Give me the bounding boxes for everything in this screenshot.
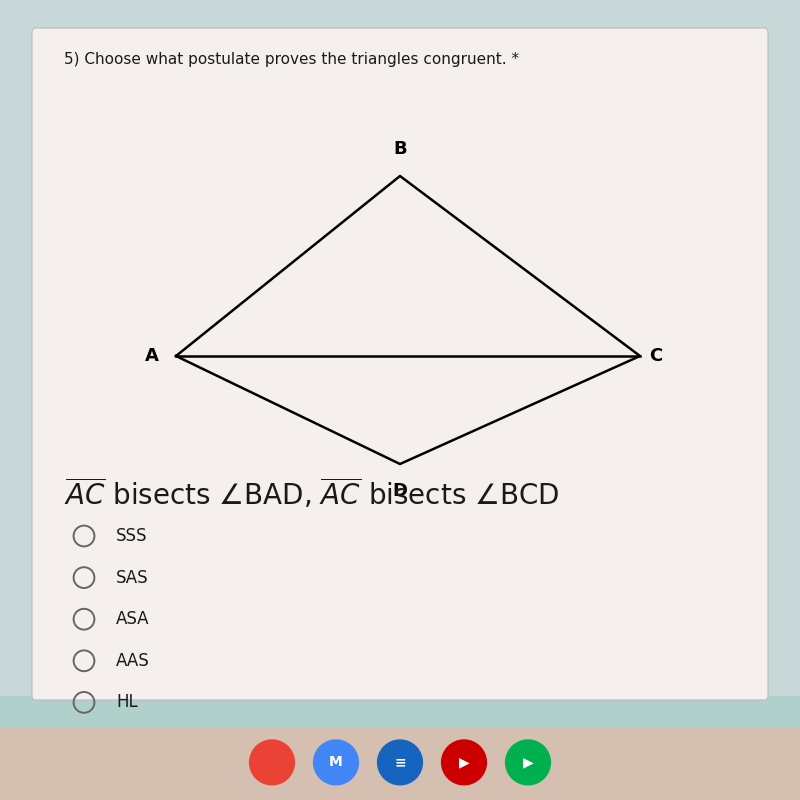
Circle shape	[378, 740, 422, 785]
Bar	[0, 728, 800, 800]
Text: ASA: ASA	[116, 610, 150, 628]
Text: A: A	[145, 347, 158, 365]
Circle shape	[250, 740, 294, 785]
Circle shape	[506, 740, 550, 785]
Text: ▶: ▶	[522, 755, 534, 770]
Bar	[0, 696, 800, 728]
Text: ▶: ▶	[458, 755, 470, 770]
Circle shape	[314, 740, 358, 785]
Text: D: D	[393, 482, 407, 499]
Text: AAS: AAS	[116, 652, 150, 670]
Text: $\overline{AC}$ bisects $\angle$BAD, $\overline{AC}$ bisects $\angle$BCD: $\overline{AC}$ bisects $\angle$BAD, $\o…	[64, 476, 559, 511]
Circle shape	[442, 740, 486, 785]
Text: SSS: SSS	[116, 527, 147, 545]
Text: 5) Choose what postulate proves the triangles congruent. *: 5) Choose what postulate proves the tria…	[64, 52, 519, 67]
Text: M: M	[329, 755, 343, 770]
Text: C: C	[649, 347, 662, 365]
Text: HL: HL	[116, 694, 138, 711]
Text: G: G	[266, 755, 278, 770]
Text: B: B	[393, 141, 407, 158]
Text: ≡: ≡	[394, 755, 406, 770]
FancyBboxPatch shape	[32, 28, 768, 700]
Text: SAS: SAS	[116, 569, 149, 586]
